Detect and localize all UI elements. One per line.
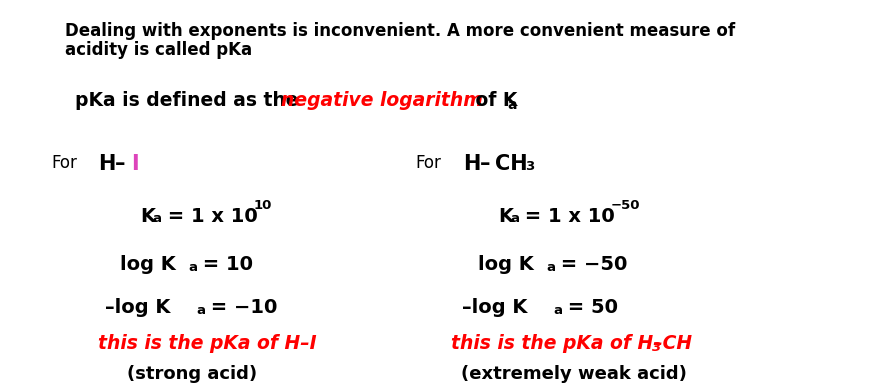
Text: 3: 3 bbox=[525, 160, 535, 173]
Text: I: I bbox=[131, 154, 139, 174]
Text: a: a bbox=[196, 304, 205, 317]
Text: –: – bbox=[481, 154, 491, 174]
Text: For: For bbox=[415, 154, 441, 172]
Text: (strong acid): (strong acid) bbox=[127, 365, 257, 383]
Text: log K: log K bbox=[477, 255, 533, 274]
Text: For: For bbox=[52, 154, 77, 172]
Text: CH: CH bbox=[496, 154, 528, 174]
Text: 10: 10 bbox=[253, 199, 272, 212]
Text: H: H bbox=[463, 154, 481, 174]
Text: a: a bbox=[510, 213, 519, 225]
Text: H: H bbox=[98, 154, 115, 174]
Text: acidity is called pKa: acidity is called pKa bbox=[66, 41, 253, 59]
Text: K: K bbox=[141, 207, 156, 226]
Text: pKa is defined as the: pKa is defined as the bbox=[75, 91, 305, 110]
Text: –log K: –log K bbox=[105, 298, 170, 317]
Text: a: a bbox=[189, 261, 198, 274]
Text: a: a bbox=[508, 98, 517, 112]
Text: K: K bbox=[498, 207, 513, 226]
Text: = 10: = 10 bbox=[196, 255, 253, 274]
Text: –: – bbox=[115, 154, 126, 174]
Text: this is the pKa of H–I: this is the pKa of H–I bbox=[98, 334, 317, 353]
Text: = −10: = −10 bbox=[204, 298, 277, 317]
Text: log K: log K bbox=[120, 255, 176, 274]
Text: of K: of K bbox=[469, 91, 517, 110]
Text: Dealing with exponents is inconvenient. A more convenient measure of: Dealing with exponents is inconvenient. … bbox=[66, 21, 735, 39]
Text: negative logarithm: negative logarithm bbox=[281, 91, 482, 110]
Text: (extremely weak acid): (extremely weak acid) bbox=[461, 365, 686, 383]
Text: −50: −50 bbox=[610, 199, 640, 212]
Text: 3: 3 bbox=[652, 340, 661, 354]
Text: a: a bbox=[153, 213, 162, 225]
Text: –log K: –log K bbox=[462, 298, 528, 317]
Text: = 1 x 10: = 1 x 10 bbox=[518, 207, 614, 226]
Text: this is the pKa of H–CH: this is the pKa of H–CH bbox=[451, 334, 692, 353]
Text: = 50: = 50 bbox=[561, 298, 618, 317]
Text: a: a bbox=[554, 304, 563, 317]
Text: a: a bbox=[546, 261, 555, 274]
Text: = −50: = −50 bbox=[554, 255, 628, 274]
Text: = 1 x 10: = 1 x 10 bbox=[162, 207, 258, 226]
